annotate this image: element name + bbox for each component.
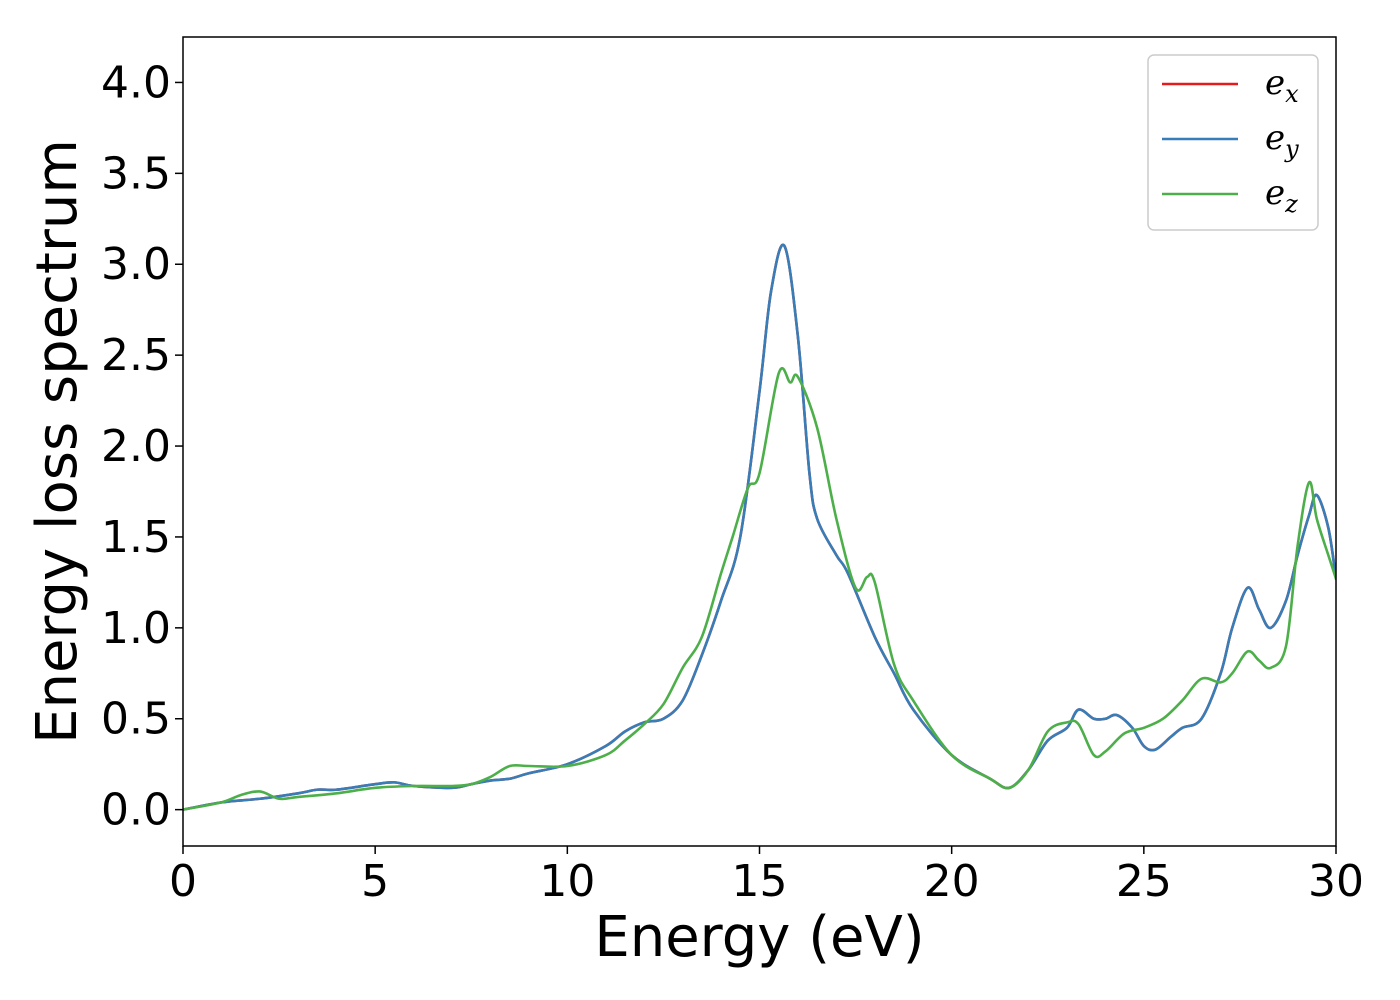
x-tick-label: 25 [1116,856,1172,907]
y-tick-label: 1.5 [101,512,171,563]
y-tick-label: 4.0 [101,57,171,108]
x-tick-label: 30 [1308,856,1364,907]
legend-label-ex: ex [1265,63,1299,108]
x-axis-ticks: 0 5 10 15 20 25 30 [169,846,1364,907]
series-line-ez [183,366,1336,811]
legend: ex ey ez [1147,54,1319,231]
x-tick-label: 0 [169,856,197,907]
y-tick-label: 0.5 [101,694,171,745]
legend-box [1147,54,1319,231]
x-axis-label: Energy (eV) [594,905,924,970]
legend-items: ex ey ez [1162,63,1299,218]
y-axis-label: Energy loss spectrum [25,139,90,744]
legend-label-ez: ez [1265,173,1298,218]
x-tick-label: 10 [539,856,595,907]
y-tick-label: 2.5 [101,330,171,381]
legend-label-ey: ey [1265,118,1299,163]
y-tick-label: 0.0 [101,785,171,836]
plot-area [182,36,1337,847]
series-layer [183,243,1336,811]
x-tick-label: 5 [361,856,389,907]
y-tick-label: 2.0 [101,421,171,472]
y-tick-label: 3.0 [101,239,171,290]
y-tick-label: 1.0 [101,603,171,654]
y-axis-ticks: 0.0 0.5 1.0 1.5 2.0 2.5 3.0 3.5 4.0 [101,57,183,836]
y-tick-label: 3.5 [101,148,171,199]
x-tick-label: 20 [924,856,980,907]
x-tick-label: 15 [732,856,788,907]
